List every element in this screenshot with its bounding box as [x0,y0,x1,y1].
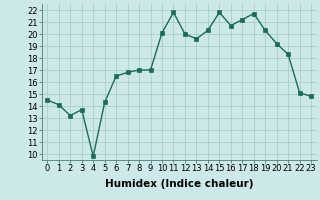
X-axis label: Humidex (Indice chaleur): Humidex (Indice chaleur) [105,179,253,189]
